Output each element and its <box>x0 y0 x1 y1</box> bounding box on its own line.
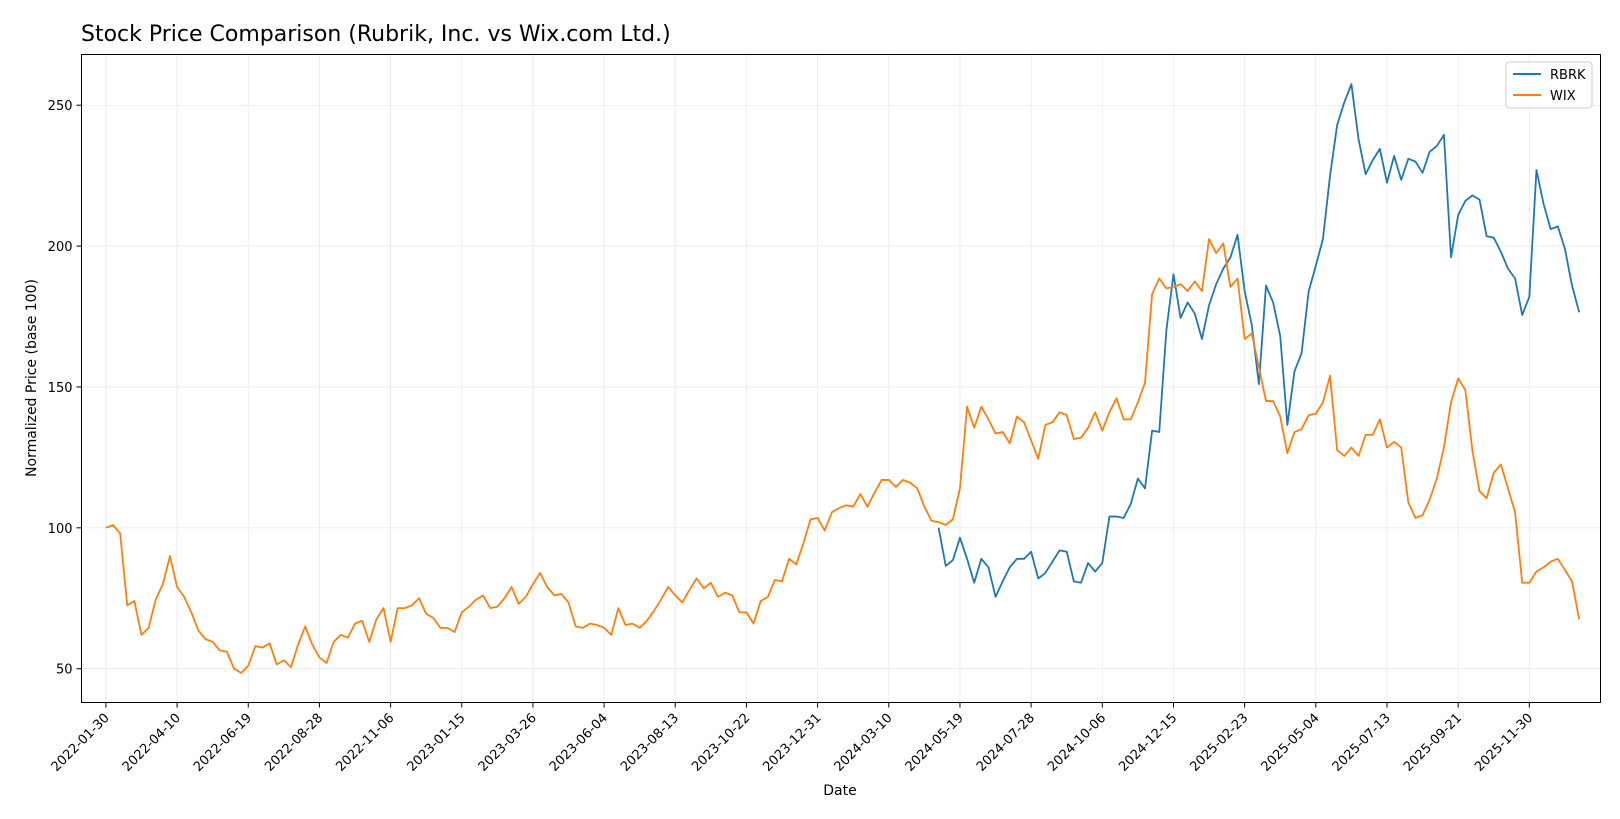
plot-frame <box>81 54 1601 703</box>
series-line-wix <box>105 238 1581 674</box>
x-axis-label: Date <box>823 783 856 799</box>
y-axis-label: Normalized Price (base 100) <box>24 279 40 477</box>
y-tick-label: 150 <box>48 381 73 396</box>
y-tick-label: 100 <box>48 522 73 537</box>
legend: RBRK WIX <box>1505 61 1593 109</box>
y-axis-ticks: 50 100 150 200 250 <box>48 99 82 678</box>
legend-wix-label: WIX <box>1550 89 1576 104</box>
series-lines <box>105 83 1581 674</box>
series-line-rbrk <box>937 83 1581 598</box>
chart-title: Stock Price Comparison (Rubrik, Inc. vs … <box>81 22 671 47</box>
grid <box>81 54 1601 703</box>
y-tick-label: 50 <box>56 663 73 678</box>
y-tick-label: 250 <box>48 99 73 114</box>
y-tick-label: 200 <box>48 240 73 255</box>
legend-rbrk-label: RBRK <box>1550 68 1586 83</box>
